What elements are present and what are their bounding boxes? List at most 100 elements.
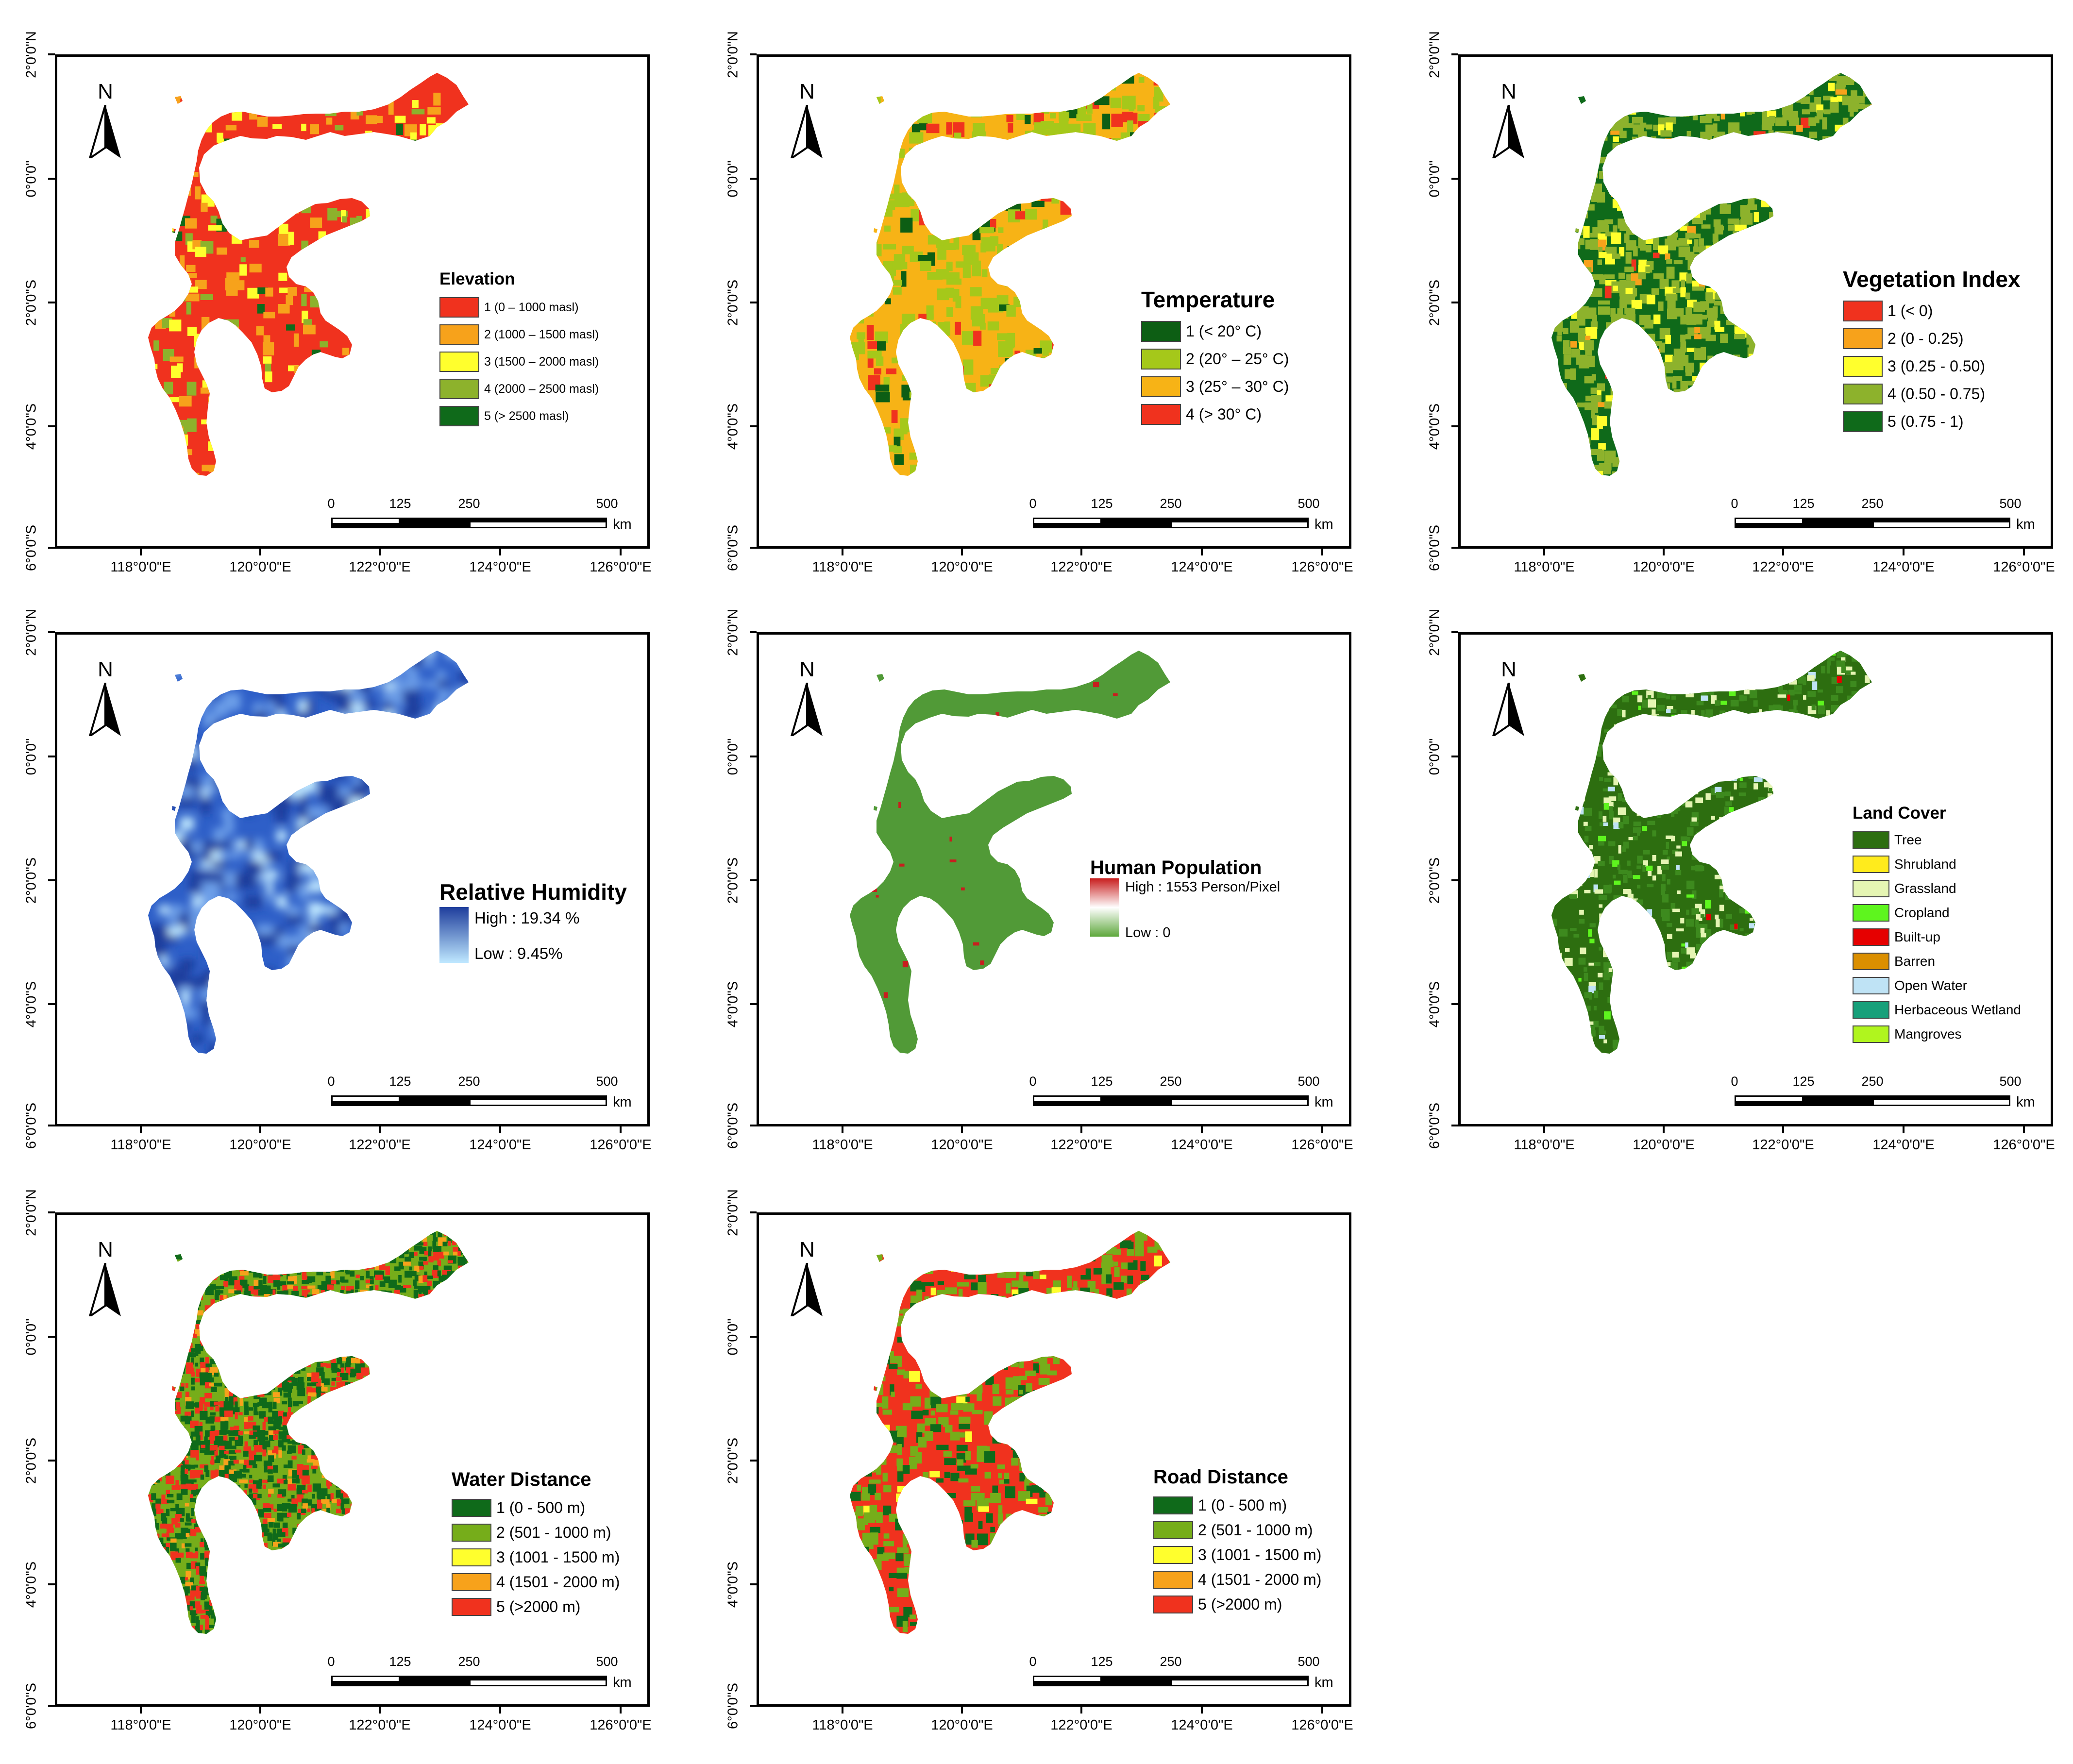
axis-tick [750, 1125, 757, 1126]
sulawesi-land-map [1551, 651, 1872, 1054]
legend-entry: 2 (501 - 1000 m) [1153, 1518, 1321, 1543]
legend-label: 4 (0.50 - 0.75) [1888, 385, 1985, 403]
longitude-label: 122°0'0"E [1050, 1717, 1112, 1733]
legend-label: 2 (501 - 1000 m) [1198, 1521, 1313, 1539]
legend-title: Elevation [439, 269, 515, 288]
legend-title: Temperature [1141, 287, 1275, 312]
axis-tick [259, 1126, 261, 1133]
axis-tick [1201, 1126, 1203, 1133]
latitude-label: 2°0'0"S [1427, 279, 1443, 326]
latitude-label: 0°0'0" [23, 1318, 39, 1356]
legend-label: 3 (0.25 - 0.50) [1888, 357, 1985, 375]
axis-tick [1543, 549, 1545, 555]
latitude-label: 2°0'0"N [725, 31, 741, 78]
map-frame [1458, 632, 2053, 1126]
scale-unit: km [1315, 517, 1333, 532]
scale-label: 250 [1861, 1074, 1884, 1089]
axis-tick [379, 1707, 381, 1714]
axis-tick [48, 879, 55, 881]
latitude-label: 2°0'0"N [23, 609, 39, 656]
legend-label: 2 (1000 – 1500 masl) [484, 327, 599, 341]
legend-swatch [1153, 1596, 1193, 1613]
map-frame [757, 54, 1351, 549]
scale-label: 125 [1792, 496, 1815, 511]
scale-bar: 0 125 250 500 km [1029, 1074, 1333, 1118]
axis-tick [1903, 1126, 1904, 1133]
axis-tick [1782, 1126, 1784, 1133]
map-frame [1458, 54, 2053, 549]
axis-tick [842, 1707, 843, 1714]
longitude-label: 124°0'0"E [469, 1717, 531, 1733]
legend-swatch [1843, 301, 1883, 321]
legend-entry: 3 (1500 – 2000 masl) [439, 348, 599, 375]
legend-label: 4 (1501 - 2000 m) [496, 1573, 620, 1591]
scale-segment [1033, 1681, 1102, 1685]
longitude-label: 124°0'0"E [1171, 1137, 1233, 1153]
legend-label: 4 (1501 - 2000 m) [1198, 1571, 1322, 1588]
map-legend: Water Distance 1 (0 - 500 m) 2 (501 - 1000… [452, 1469, 620, 1619]
latitude-label: 2°0'0"N [1427, 31, 1443, 78]
map-panel-human-population: 2°0'0"N 0°0'0" 2°0'0"S 4°0'0"S 6°0'0"S 118°0… [702, 578, 1382, 1165]
legend-swatch [1853, 928, 1889, 946]
legend-swatch [1141, 349, 1181, 370]
axis-tick [48, 1211, 55, 1213]
longitude-label: 118°0'0"E [812, 1717, 873, 1733]
legend-title: Water Distance [452, 1469, 591, 1490]
scale-label: 0 [1731, 496, 1738, 511]
scale-segment [331, 1681, 400, 1685]
axis-tick [140, 1707, 142, 1714]
scale-label: 0 [1029, 1654, 1037, 1669]
scale-label: 125 [1091, 1654, 1113, 1669]
legend-label: 2 (501 - 1000 m) [496, 1524, 611, 1541]
north-arrow-icon: N [788, 657, 826, 745]
axis-tick [750, 756, 757, 757]
latitude-label: 0°0'0" [23, 738, 39, 775]
legend-entry: 2 (20° – 25° C) [1141, 345, 1289, 373]
legend-low-label: Low : 0 [1125, 925, 1171, 941]
latitude-label: 6°0'0"S [23, 1682, 39, 1730]
legend-swatch [452, 1598, 491, 1616]
map-legend: Vegetation Index 1 (< 0) 2 (0 - 0.25) 3 (0.… [1843, 266, 2021, 436]
legend-label: Herbaceous Wetland [1894, 1002, 2021, 1017]
map-legend: Land Cover Tree Shrubland Grassland Cropland… [1853, 804, 2021, 1046]
scale-label: 500 [596, 1654, 618, 1669]
axis-tick [750, 425, 757, 427]
legend-gradient-bar [1090, 878, 1119, 937]
axis-tick [48, 1583, 55, 1585]
axis-tick [379, 1126, 381, 1133]
axis-tick [140, 549, 142, 555]
north-arrow-icon: N [86, 80, 125, 167]
legend-entry: 4 (1501 - 2000 m) [1153, 1567, 1321, 1592]
legend-title: Relative Humidity [439, 879, 627, 905]
sulawesi-land-map [850, 73, 1170, 476]
axis-tick [48, 1460, 55, 1462]
axis-tick [1451, 425, 1458, 427]
sulawesi-land-map [148, 1231, 469, 1634]
legend-entry: 5 (0.75 - 1) [1843, 408, 2021, 436]
axis-tick [48, 302, 55, 303]
legend-entry: 1 (< 20° C) [1141, 318, 1289, 345]
legend-swatch [452, 1573, 491, 1591]
scale-segment [400, 518, 469, 528]
latitude-label: 2°0'0"S [725, 857, 741, 904]
legend-swatch [452, 1524, 491, 1542]
legend-label: 1 (< 20° C) [1186, 322, 1262, 340]
legend-entry: Open Water [1853, 974, 2021, 998]
axis-tick [48, 1705, 55, 1707]
latitude-label: 0°0'0" [725, 160, 741, 198]
legend-title: Human Population [1090, 857, 1262, 878]
scale-unit: km [1315, 1675, 1333, 1690]
longitude-label: 126°0'0"E [1993, 559, 2055, 575]
scale-segment [400, 1095, 469, 1106]
axis-tick [48, 631, 55, 633]
north-arrow-icon: N [86, 1238, 125, 1325]
scale-unit: km [613, 517, 632, 532]
legend-swatch [452, 1548, 491, 1566]
axis-tick [1321, 549, 1323, 555]
north-arrow-icon: N [1489, 80, 1528, 167]
legend-swatch [1853, 904, 1889, 922]
scale-segment [1803, 1095, 1872, 1106]
scale-bar: 0 125 250 500 km [1029, 496, 1333, 540]
north-arrow-icon: N [788, 80, 826, 167]
legend-label: Grassland [1894, 881, 1956, 896]
